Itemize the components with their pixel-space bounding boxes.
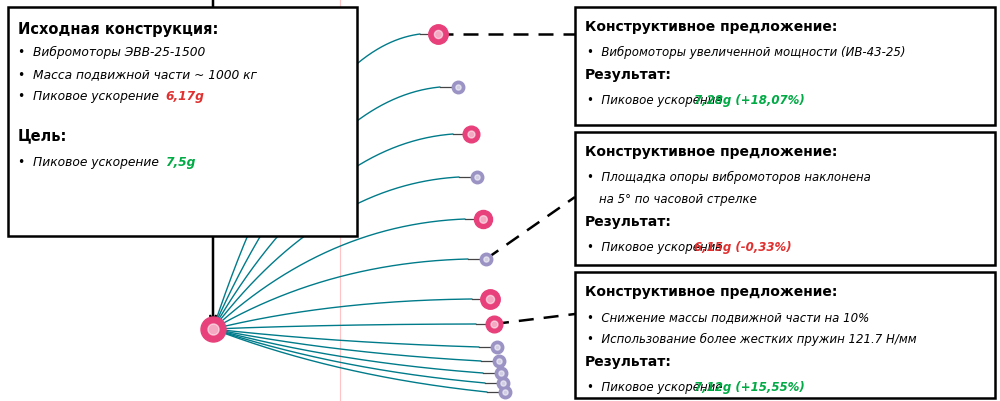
Text: •  Пиковое ускорение: • Пиковое ускорение [587, 241, 726, 253]
Text: •  Пиковое ускорение: • Пиковое ускорение [587, 94, 726, 107]
Text: Конструктивное предложение:: Конструктивное предложение: [585, 284, 837, 298]
Bar [8, 8, 357, 237]
Bar [575, 272, 995, 398]
Text: 7,12g (+15,55%): 7,12g (+15,55%) [694, 380, 805, 393]
Text: •  Вибромоторы увеличенной мощности (ИВ-43-25): • Вибромоторы увеличенной мощности (ИВ-4… [587, 46, 906, 59]
Text: •  Площадка опоры вибромоторов наклонена: • Площадка опоры вибромоторов наклонена [587, 170, 871, 184]
Text: •  Пиковое ускорение: • Пиковое ускорение [18, 90, 163, 103]
Text: на 5° по часовой стрелке: на 5° по часовой стрелке [599, 192, 757, 205]
Text: 7,5g: 7,5g [165, 156, 195, 168]
Text: •  Пиковое ускорение: • Пиковое ускорение [18, 156, 163, 168]
Text: •  Снижение массы подвижной части на 10%: • Снижение массы подвижной части на 10% [587, 310, 869, 323]
Text: Результат:: Результат: [585, 354, 672, 368]
Text: Конструктивное предложение:: Конструктивное предложение: [585, 145, 837, 159]
Text: •  Вибромоторы ЭВВ-25-1500: • Вибромоторы ЭВВ-25-1500 [18, 46, 205, 59]
Text: 6,15g (-0,33%): 6,15g (-0,33%) [694, 241, 792, 253]
Text: •  Масса подвижной части ~ 1000 кг: • Масса подвижной части ~ 1000 кг [18, 68, 257, 81]
Text: Исходная конструкция:: Исходная конструкция: [18, 22, 218, 37]
Text: 7,28g (+18,07%): 7,28g (+18,07%) [694, 94, 805, 107]
Text: Конструктивное предложение:: Конструктивное предложение: [585, 20, 837, 34]
Bar [575, 8, 995, 126]
Text: Результат:: Результат: [585, 215, 672, 229]
Text: •  Пиковое ускорение: • Пиковое ускорение [587, 380, 726, 393]
Bar [575, 133, 995, 265]
Text: 6,17g: 6,17g [165, 90, 204, 103]
Text: •  Использование более жестких пружин 121.7 Н/мм: • Использование более жестких пружин 121… [587, 332, 917, 345]
Text: Цель:: Цель: [18, 128, 67, 143]
Text: Результат:: Результат: [585, 68, 672, 82]
